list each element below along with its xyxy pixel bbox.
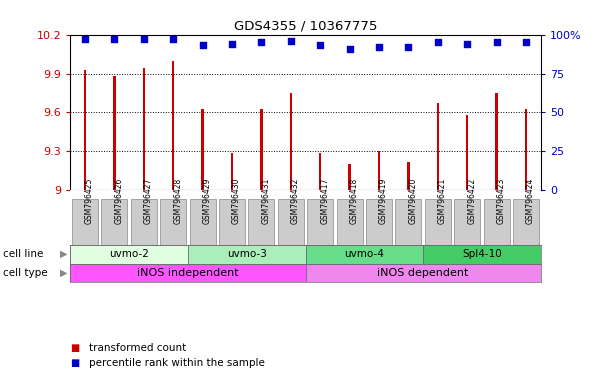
Text: cell line: cell line xyxy=(3,249,43,259)
Text: iNOS dependent: iNOS dependent xyxy=(378,268,469,278)
Bar xyxy=(484,199,510,245)
Text: GSM796429: GSM796429 xyxy=(203,178,211,224)
Point xyxy=(463,41,472,47)
Bar xyxy=(306,263,541,282)
Text: GSM796419: GSM796419 xyxy=(379,178,388,224)
Bar xyxy=(260,109,263,190)
Point xyxy=(109,36,119,42)
Point xyxy=(80,36,90,42)
Bar xyxy=(513,199,539,245)
Text: Spl4-10: Spl4-10 xyxy=(462,249,502,259)
Bar xyxy=(348,164,351,190)
Bar xyxy=(189,199,216,245)
Text: uvmo-2: uvmo-2 xyxy=(109,249,149,259)
Text: GSM796418: GSM796418 xyxy=(349,178,359,224)
Text: iNOS independent: iNOS independent xyxy=(137,268,239,278)
Bar xyxy=(84,70,86,190)
Text: GSM796422: GSM796422 xyxy=(467,178,476,224)
Bar xyxy=(455,199,480,245)
Point xyxy=(315,42,325,48)
Text: ■: ■ xyxy=(70,343,79,353)
Text: uvmo-4: uvmo-4 xyxy=(345,249,384,259)
Bar xyxy=(496,93,498,190)
Text: percentile rank within the sample: percentile rank within the sample xyxy=(89,358,265,368)
Point xyxy=(198,42,208,48)
Point xyxy=(374,44,384,50)
Text: ▶: ▶ xyxy=(60,268,67,278)
Text: GSM796421: GSM796421 xyxy=(438,178,447,224)
Bar xyxy=(231,153,233,190)
Point xyxy=(492,39,502,45)
Point xyxy=(227,41,237,47)
Point xyxy=(139,36,148,42)
Point xyxy=(286,38,296,44)
Bar xyxy=(278,199,304,245)
Text: cell type: cell type xyxy=(3,268,48,278)
Text: GSM796424: GSM796424 xyxy=(526,178,535,224)
Bar xyxy=(423,245,541,263)
Bar xyxy=(131,199,156,245)
Bar xyxy=(525,109,527,190)
Bar xyxy=(202,109,203,190)
Text: GSM796420: GSM796420 xyxy=(408,178,417,224)
Bar xyxy=(172,61,174,190)
Bar xyxy=(408,162,409,190)
Bar xyxy=(142,68,145,190)
Bar xyxy=(249,199,274,245)
Text: ▶: ▶ xyxy=(60,249,67,259)
Bar xyxy=(395,199,422,245)
Text: GSM796427: GSM796427 xyxy=(144,178,153,224)
Text: transformed count: transformed count xyxy=(89,343,186,353)
Text: ■: ■ xyxy=(70,358,79,368)
Bar xyxy=(70,245,188,263)
Bar xyxy=(425,199,451,245)
Bar xyxy=(70,263,306,282)
Text: GSM796432: GSM796432 xyxy=(291,178,300,224)
Bar xyxy=(366,199,392,245)
Point xyxy=(168,36,178,42)
Bar xyxy=(378,151,380,190)
Bar xyxy=(337,199,362,245)
Bar xyxy=(307,199,333,245)
Bar xyxy=(72,199,98,245)
Text: GSM796425: GSM796425 xyxy=(85,178,94,224)
Text: GSM796423: GSM796423 xyxy=(497,178,506,224)
Bar xyxy=(437,103,439,190)
Text: GSM796417: GSM796417 xyxy=(320,178,329,224)
Text: GSM796430: GSM796430 xyxy=(232,177,241,224)
Point xyxy=(433,39,443,45)
Bar xyxy=(101,199,127,245)
Bar xyxy=(188,245,306,263)
Text: GSM796428: GSM796428 xyxy=(173,178,182,224)
Bar xyxy=(319,153,321,190)
Bar xyxy=(160,199,186,245)
Bar xyxy=(306,245,423,263)
Text: uvmo-3: uvmo-3 xyxy=(227,249,266,259)
Text: GSM796431: GSM796431 xyxy=(262,178,271,224)
Bar xyxy=(290,93,292,190)
Point xyxy=(521,39,531,45)
Bar xyxy=(113,76,115,190)
Point xyxy=(403,44,413,50)
Title: GDS4355 / 10367775: GDS4355 / 10367775 xyxy=(234,19,377,32)
Bar xyxy=(466,115,469,190)
Point xyxy=(257,39,266,45)
Point xyxy=(345,46,354,52)
Text: GSM796426: GSM796426 xyxy=(114,178,123,224)
Bar xyxy=(219,199,245,245)
